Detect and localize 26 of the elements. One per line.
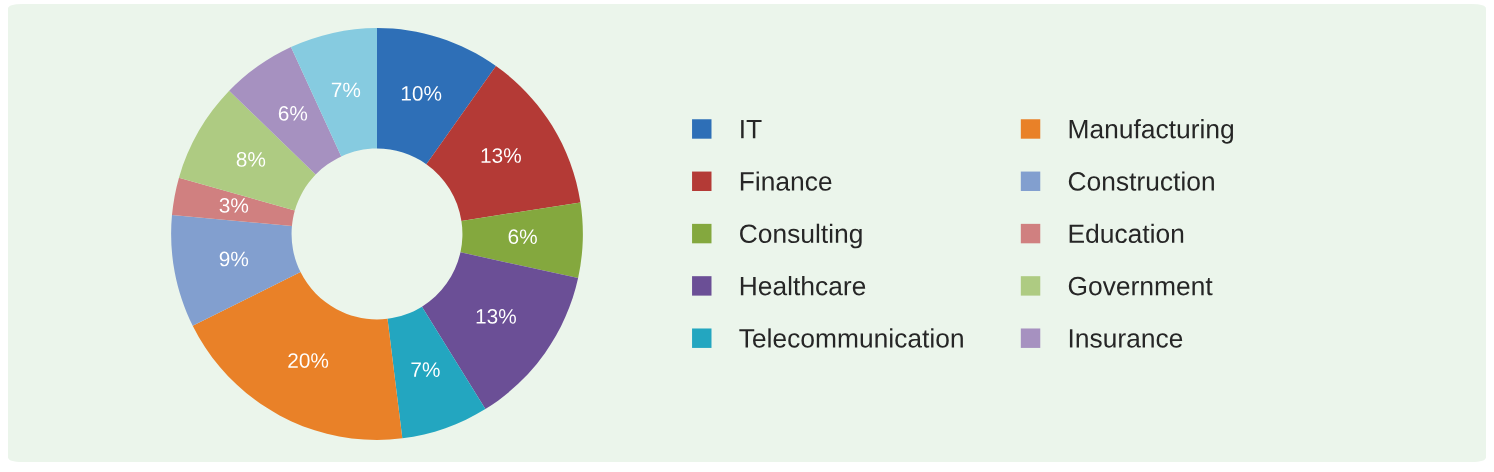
data-label: 10% [401, 86, 442, 101]
data-label: 13% [476, 309, 516, 324]
legend-label: Education [1069, 223, 1184, 244]
donut-slice [192, 272, 403, 440]
data-label: 6% [278, 105, 308, 121]
legend-label: Insurance [1069, 329, 1183, 348]
legend-label: Telecommunication [739, 328, 963, 348]
legend-label: IT [741, 120, 762, 139]
donut-slice [172, 177, 295, 227]
data-label: 6% [508, 229, 537, 245]
legend-label: Finance [740, 171, 832, 191]
data-label: 9% [219, 251, 249, 267]
data-label: 13% [481, 148, 521, 163]
data-label: 3% [219, 198, 249, 213]
legend-label: Construction [1068, 171, 1214, 191]
data-label: 8% [236, 152, 266, 167]
data-label: 7% [331, 82, 361, 98]
legend-label: Manufacturing [1069, 119, 1234, 144]
legend-label: Government [1068, 276, 1213, 296]
legend-label: Healthcare [740, 276, 866, 296]
donut-slice [178, 90, 316, 211]
donut-slice [171, 215, 301, 326]
data-label: 20% [288, 353, 329, 368]
legend-label: Consulting [740, 223, 862, 249]
donut-slice [460, 202, 583, 279]
data-label: 7% [411, 362, 440, 377]
